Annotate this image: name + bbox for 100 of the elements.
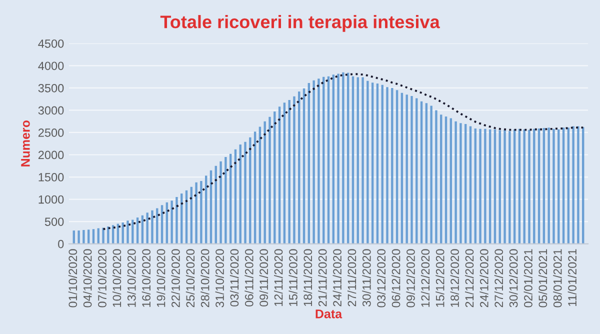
bar	[376, 84, 379, 244]
x-tick-label: 24/12/2020	[480, 249, 488, 308]
bar	[440, 114, 442, 244]
x-tick-label: 27/12/2020	[494, 249, 504, 308]
bar	[416, 98, 418, 244]
bar	[224, 156, 227, 244]
bar	[479, 128, 482, 244]
y-axis-title: Numero	[21, 120, 30, 166]
x-tick-label: 06/12/2020	[392, 249, 400, 308]
y-tick-label: 4500	[38, 39, 64, 48]
bar	[254, 132, 256, 244]
bar	[518, 128, 521, 244]
bar	[572, 126, 574, 244]
x-tick-label: 11/01/2021	[568, 249, 576, 306]
bar	[396, 90, 398, 244]
bar	[278, 106, 281, 244]
x-tick-label: 15/12/2020	[436, 249, 444, 307]
bar	[102, 228, 104, 244]
x-tick-label: 06/11/2020	[244, 249, 254, 306]
bar	[420, 101, 423, 244]
bar	[283, 102, 286, 244]
line-series	[102, 73, 584, 230]
bar	[435, 110, 438, 244]
x-tick-label: 24/11/2020	[332, 249, 342, 306]
bar	[82, 230, 85, 244]
bar	[504, 130, 506, 244]
bar	[264, 121, 266, 244]
bar	[327, 76, 330, 244]
y-tick-label: 1000	[38, 195, 64, 204]
bar	[474, 128, 476, 244]
y-tick-label: 2000	[38, 150, 64, 160]
x-tick-label: 09/12/2020	[406, 249, 415, 308]
bar	[239, 144, 242, 244]
chart-title: Totale ricoveri in terapia intesiva	[160, 15, 440, 32]
bar	[322, 76, 325, 244]
x-tick-label: 31/10/2020	[215, 249, 224, 308]
bar	[425, 103, 428, 244]
bar	[97, 228, 100, 244]
bar	[318, 78, 320, 244]
y-tick-label: 4000	[38, 62, 64, 70]
bar	[548, 128, 550, 244]
y-tick-label: 2500	[38, 128, 64, 137]
bar	[528, 130, 530, 244]
bar	[567, 128, 570, 244]
x-tick-label: 07/10/2020	[98, 249, 106, 308]
bar	[450, 118, 452, 244]
x-tick-label: 19/10/2020	[156, 249, 166, 307]
bar	[444, 116, 448, 244]
bar	[494, 129, 496, 244]
x-tick-label: 01/10/2020	[68, 249, 78, 308]
bar	[371, 82, 374, 244]
bar	[308, 83, 310, 244]
bar	[312, 80, 315, 244]
x-tick-label: 30/12/2020	[509, 249, 518, 308]
x-tick-label: 13/10/2020	[127, 249, 136, 307]
bar	[146, 212, 148, 244]
bar	[298, 92, 300, 244]
bar	[352, 76, 354, 244]
bar	[176, 197, 178, 244]
bar	[513, 129, 516, 244]
bar	[464, 124, 467, 244]
x-tick-label: 30/11/2020	[362, 249, 371, 306]
bar	[484, 128, 486, 244]
x-tick-label: 18/12/2020	[450, 249, 459, 307]
bar	[430, 106, 432, 244]
x-tick-label: 18/11/2020	[303, 249, 312, 306]
bar	[366, 80, 369, 244]
bar	[293, 96, 296, 244]
bar	[200, 181, 202, 244]
bar	[582, 127, 584, 244]
bar	[488, 129, 492, 244]
bar	[78, 230, 80, 244]
bar	[406, 94, 408, 244]
bar	[274, 112, 276, 244]
bar	[552, 128, 555, 244]
x-tick-label: 05/01/2021	[538, 249, 548, 308]
bar	[220, 161, 222, 244]
bar	[523, 129, 526, 244]
bar	[268, 116, 271, 244]
x-tick-label: 03/12/2020	[376, 249, 386, 308]
x-tick-label: 21/12/2020	[464, 249, 474, 308]
bar	[302, 88, 306, 244]
y-tick-label: 500	[44, 218, 64, 226]
bar	[170, 200, 173, 244]
y-tick-label: 3500	[38, 84, 64, 92]
x-tick-label: 02/01/2021	[524, 249, 532, 308]
bar	[204, 176, 208, 244]
x-tick-label: 22/10/2020	[171, 249, 180, 308]
x-tick-label: 28/10/2020	[200, 249, 210, 308]
x-tick-label: 08/01/2021	[553, 249, 562, 308]
x-tick-label: 16/10/2020	[142, 249, 151, 307]
bar	[410, 96, 413, 244]
bar	[542, 128, 546, 244]
bar	[244, 142, 246, 244]
bar	[156, 208, 158, 244]
x-axis-title: Data	[316, 310, 342, 318]
bar	[288, 100, 290, 244]
x-tick-label: 12/11/2020	[274, 249, 283, 306]
bar	[249, 137, 252, 244]
bar	[258, 126, 262, 244]
